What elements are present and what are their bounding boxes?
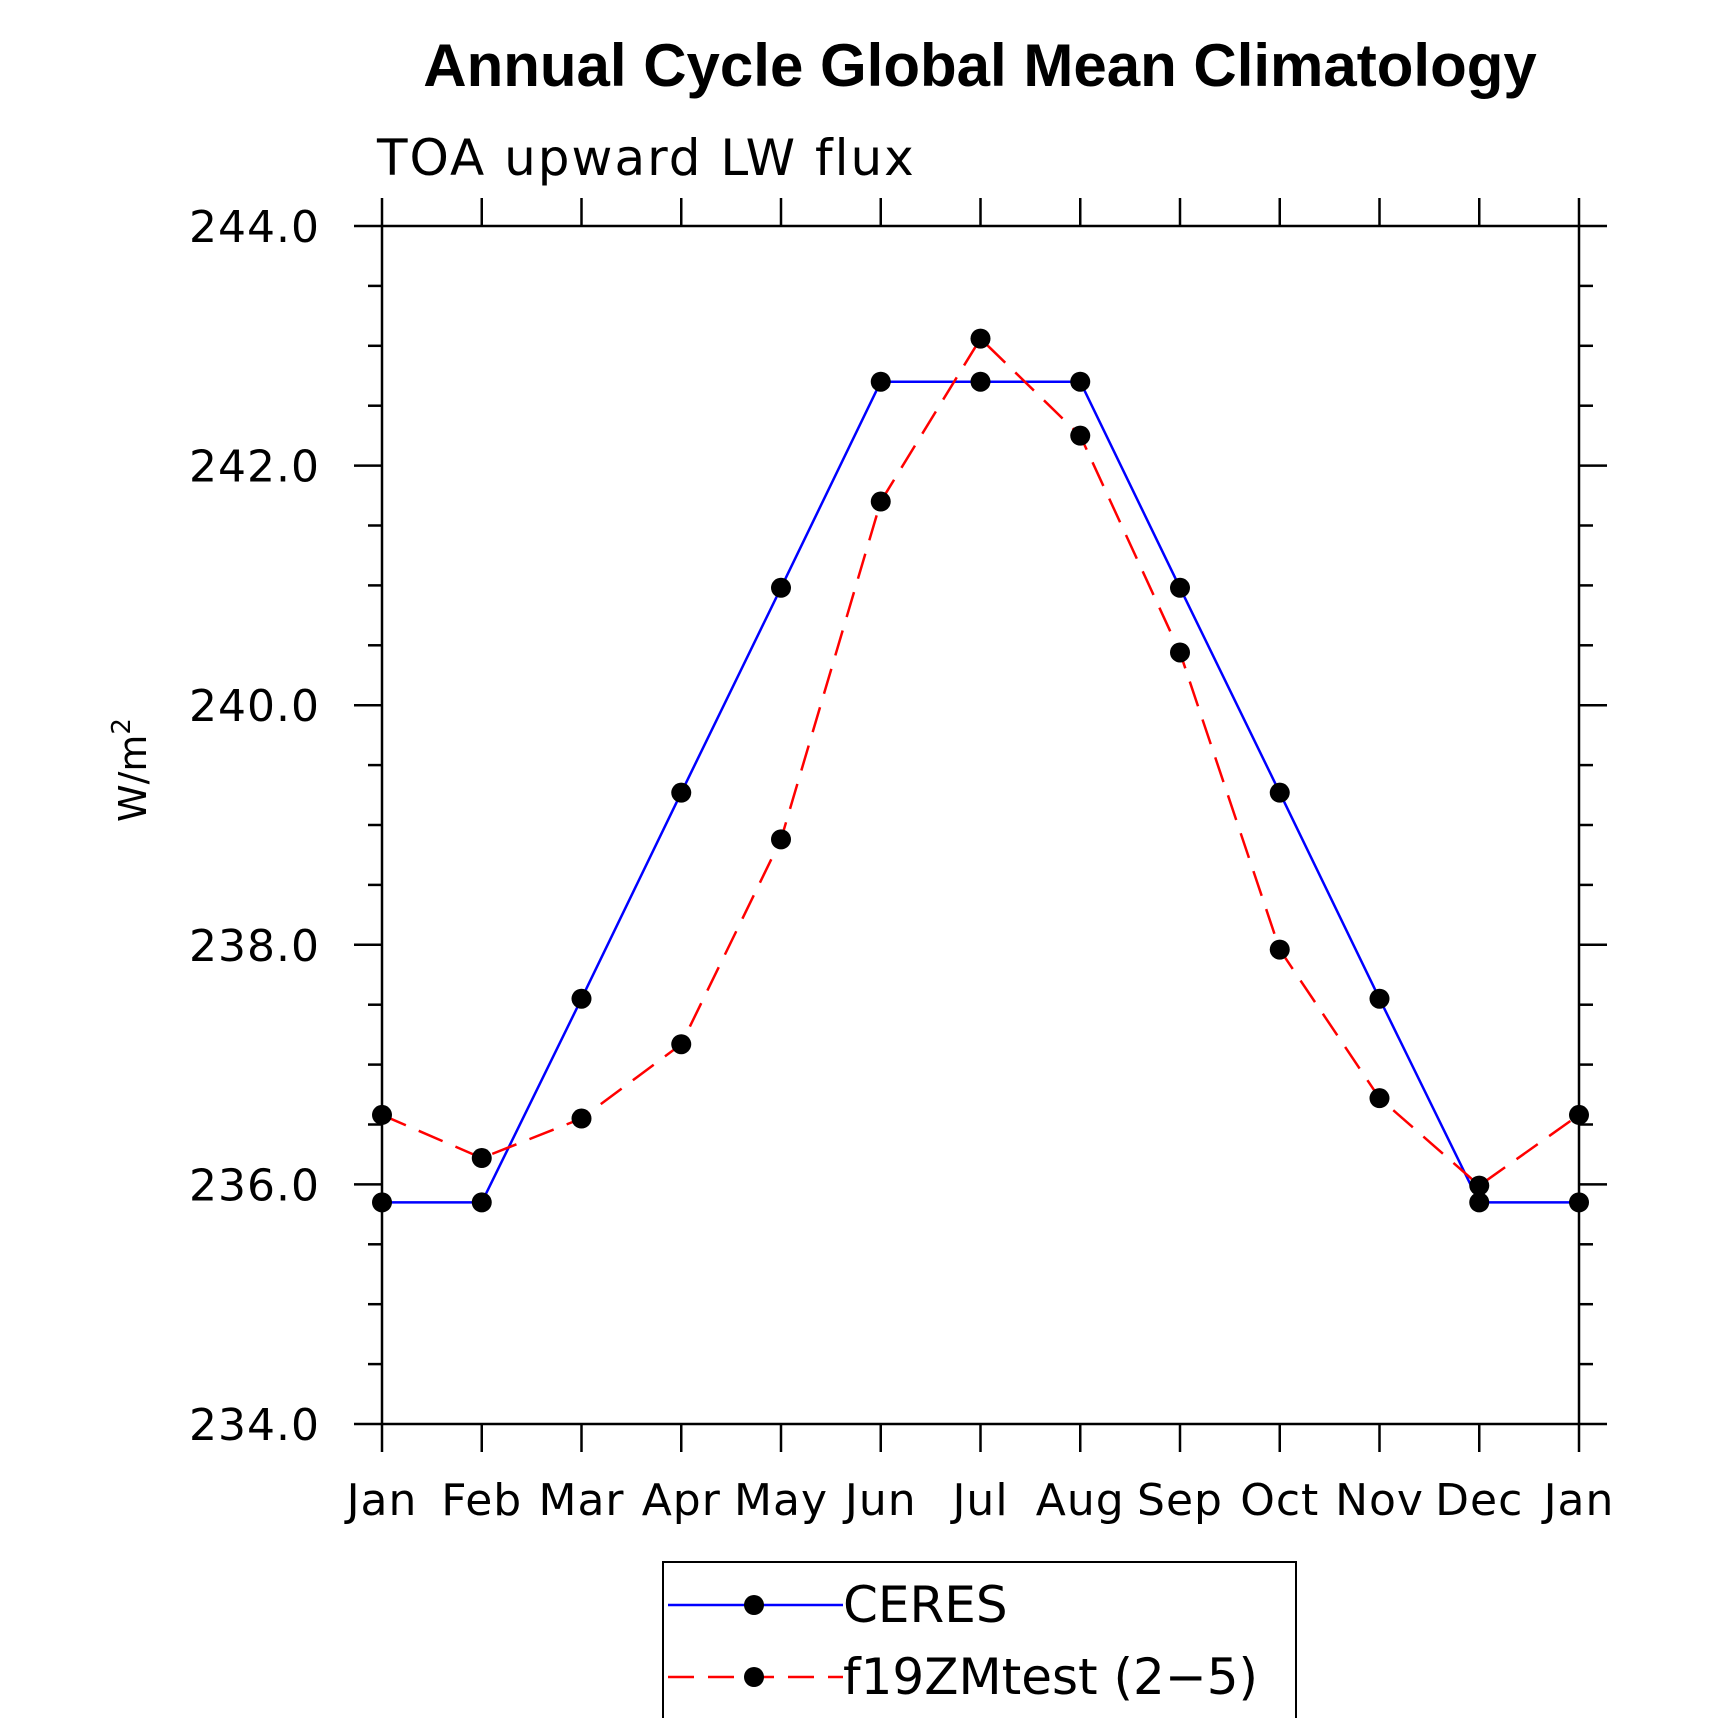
y-tick-label: 238.0 [189,921,320,972]
data-point-ceres [1569,1192,1589,1213]
x-tick-label: Dec [1435,1475,1523,1526]
data-point-f19zmtest [1369,1088,1390,1109]
series-line-f19zmtest [381,336,1580,1188]
x-tick-label: Aug [1036,1475,1125,1526]
axes: Jan Feb Mar Apr May Jun Jul Aug Sep Oct Nov Dec Jan 2… [189,198,1615,1526]
data-point-ceres [1170,577,1190,598]
legend-label-f19zmtest: f19ZMtest (2−5) [843,1648,1258,1706]
y-tick-label: 236.0 [189,1160,320,1211]
data-point-ceres [471,1192,492,1213]
data-point-f19zmtest [471,1148,492,1169]
legend-label-ceres: CERES [843,1576,1008,1634]
series-lines [381,336,1580,1204]
data-point-ceres [771,577,791,598]
data-point-f19zmtest [1170,642,1190,663]
x-tick-label: May [734,1475,828,1526]
data-point-ceres [571,988,592,1009]
data-point-f19zmtest [1269,939,1290,960]
data-point-ceres [1469,1192,1490,1213]
plot-frame [380,224,1581,1426]
x-tick-label: Jun [842,1475,917,1526]
data-point-ceres [1369,988,1390,1009]
data-point-ceres [671,782,692,803]
y-axis-label: W/m2 [107,718,155,822]
series-markers [372,328,1589,1213]
data-point-f19zmtest [671,1034,692,1055]
legend: CERES f19ZMtest (2−5) [662,1561,1297,1718]
legend-box [662,1561,1297,1718]
x-tick-label: Oct [1240,1475,1319,1526]
x-tick-label: Jan [1541,1475,1615,1526]
y-tick-label: 234.0 [189,1400,320,1451]
x-tick-label: Apr [642,1475,721,1526]
data-point-f19zmtest [1569,1104,1589,1125]
data-point-f19zmtest [870,491,891,512]
data-point-f19zmtest [1469,1175,1490,1196]
x-tick-label: Feb [441,1475,522,1526]
data-point-f19zmtest [1070,425,1091,446]
x-tick-label: Jan [344,1475,418,1526]
x-tick-label: Jul [949,1475,1008,1526]
chart-subtitle: TOA upward LW flux [376,129,916,187]
data-point-ceres [1269,782,1290,803]
y-tick-label: 242.0 [189,442,320,493]
series-line-ceres [382,380,1579,1204]
data-point-ceres [1070,371,1091,392]
data-point-ceres [870,371,891,392]
y-tick-label: 244.0 [189,202,320,253]
legend-marker-ceres [744,1595,764,1615]
data-point-f19zmtest [372,1104,392,1125]
data-point-ceres [970,371,991,392]
legend-marker-f19zmtest [744,1667,764,1687]
x-tick-label: Mar [538,1475,624,1526]
x-tick-label: Sep [1137,1475,1223,1526]
data-point-ceres [372,1192,392,1213]
data-point-f19zmtest [571,1108,592,1129]
y-axis-label-base: W/m [111,735,155,822]
x-tick-label: Nov [1335,1475,1424,1526]
y-axis-label-superscript: 2 [107,718,137,735]
y-tick-label: 240.0 [189,681,320,732]
chart-title: Annual Cycle Global Mean Climatology [423,32,1537,99]
data-point-f19zmtest [970,328,991,349]
data-point-f19zmtest [771,829,791,850]
